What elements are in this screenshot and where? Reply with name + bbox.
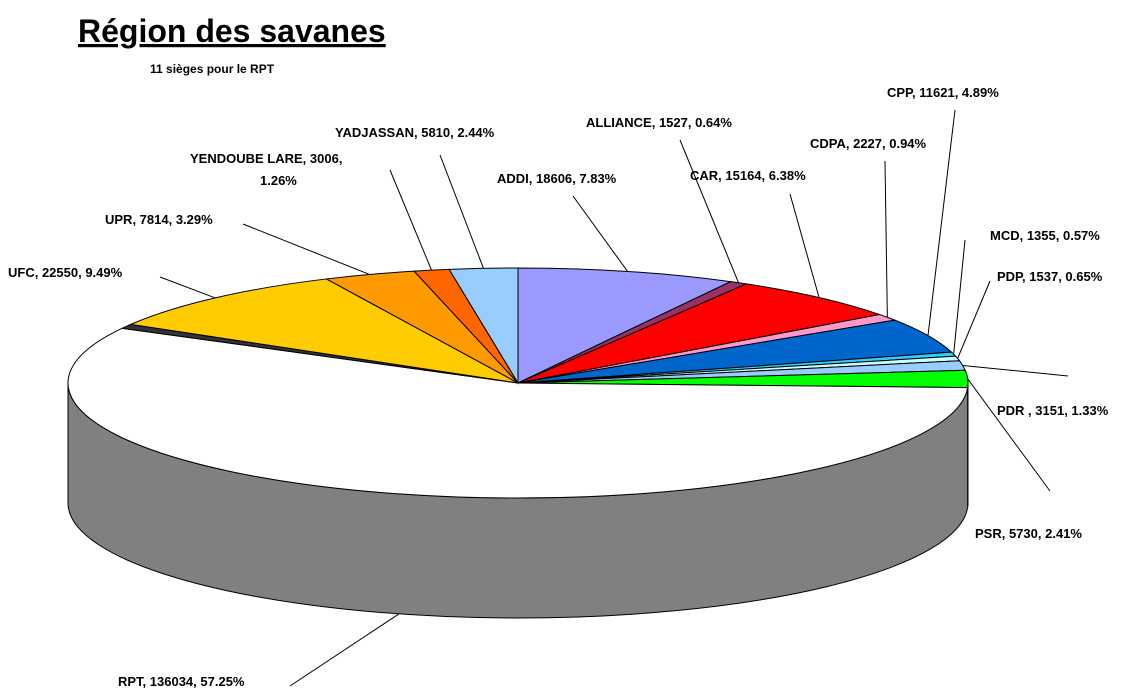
leader-line	[242, 223, 370, 275]
data-label: UFC, 22550, 9.49%	[8, 265, 123, 280]
chart-title: Région des savanes	[78, 13, 386, 49]
leader-line	[389, 169, 432, 271]
data-label: UPR, 7814, 3.29%	[105, 212, 213, 227]
data-label: RPT, 136034, 57.25%	[118, 674, 245, 689]
slice	[517, 267, 733, 384]
leader-line	[679, 139, 739, 283]
data-label: MCD, 1355, 0.57%	[990, 228, 1100, 243]
slice	[517, 283, 882, 384]
data-label: PDP, 1537, 0.65%	[997, 269, 1103, 284]
slice	[448, 267, 519, 385]
data-label: CPP, 11621, 4.89%	[887, 85, 999, 100]
leader-line	[884, 160, 888, 318]
leader-line	[927, 109, 956, 336]
slice	[129, 278, 519, 384]
data-label: CDPA, 2227, 0.94%	[810, 136, 927, 151]
leader-line	[572, 195, 628, 272]
data-label: ALLIANCE, 1527, 0.64%	[586, 115, 732, 130]
leader-line	[439, 154, 484, 269]
data-label: PSR, 5730, 2.41%	[975, 526, 1082, 541]
leader-line	[289, 613, 400, 687]
leader-line	[159, 276, 216, 299]
leader-line	[789, 193, 820, 298]
data-label: CAR, 15164, 6.38%	[690, 168, 806, 183]
leader-line	[957, 280, 991, 359]
data-label: YENDOUBE LARE, 3006, 1.26%	[190, 151, 342, 188]
data-label: YADJASSAN, 5810, 2.44%	[335, 125, 495, 140]
data-label: PDR , 3151, 1.33%	[997, 403, 1109, 418]
leader-line	[967, 378, 1051, 492]
slice	[67, 327, 969, 499]
leader-line	[953, 239, 966, 355]
chart-subtitle: 11 sièges pour le RPT	[150, 62, 275, 76]
leader-line	[962, 364, 1069, 377]
data-label: ADDI, 18606, 7.83%	[497, 171, 617, 186]
